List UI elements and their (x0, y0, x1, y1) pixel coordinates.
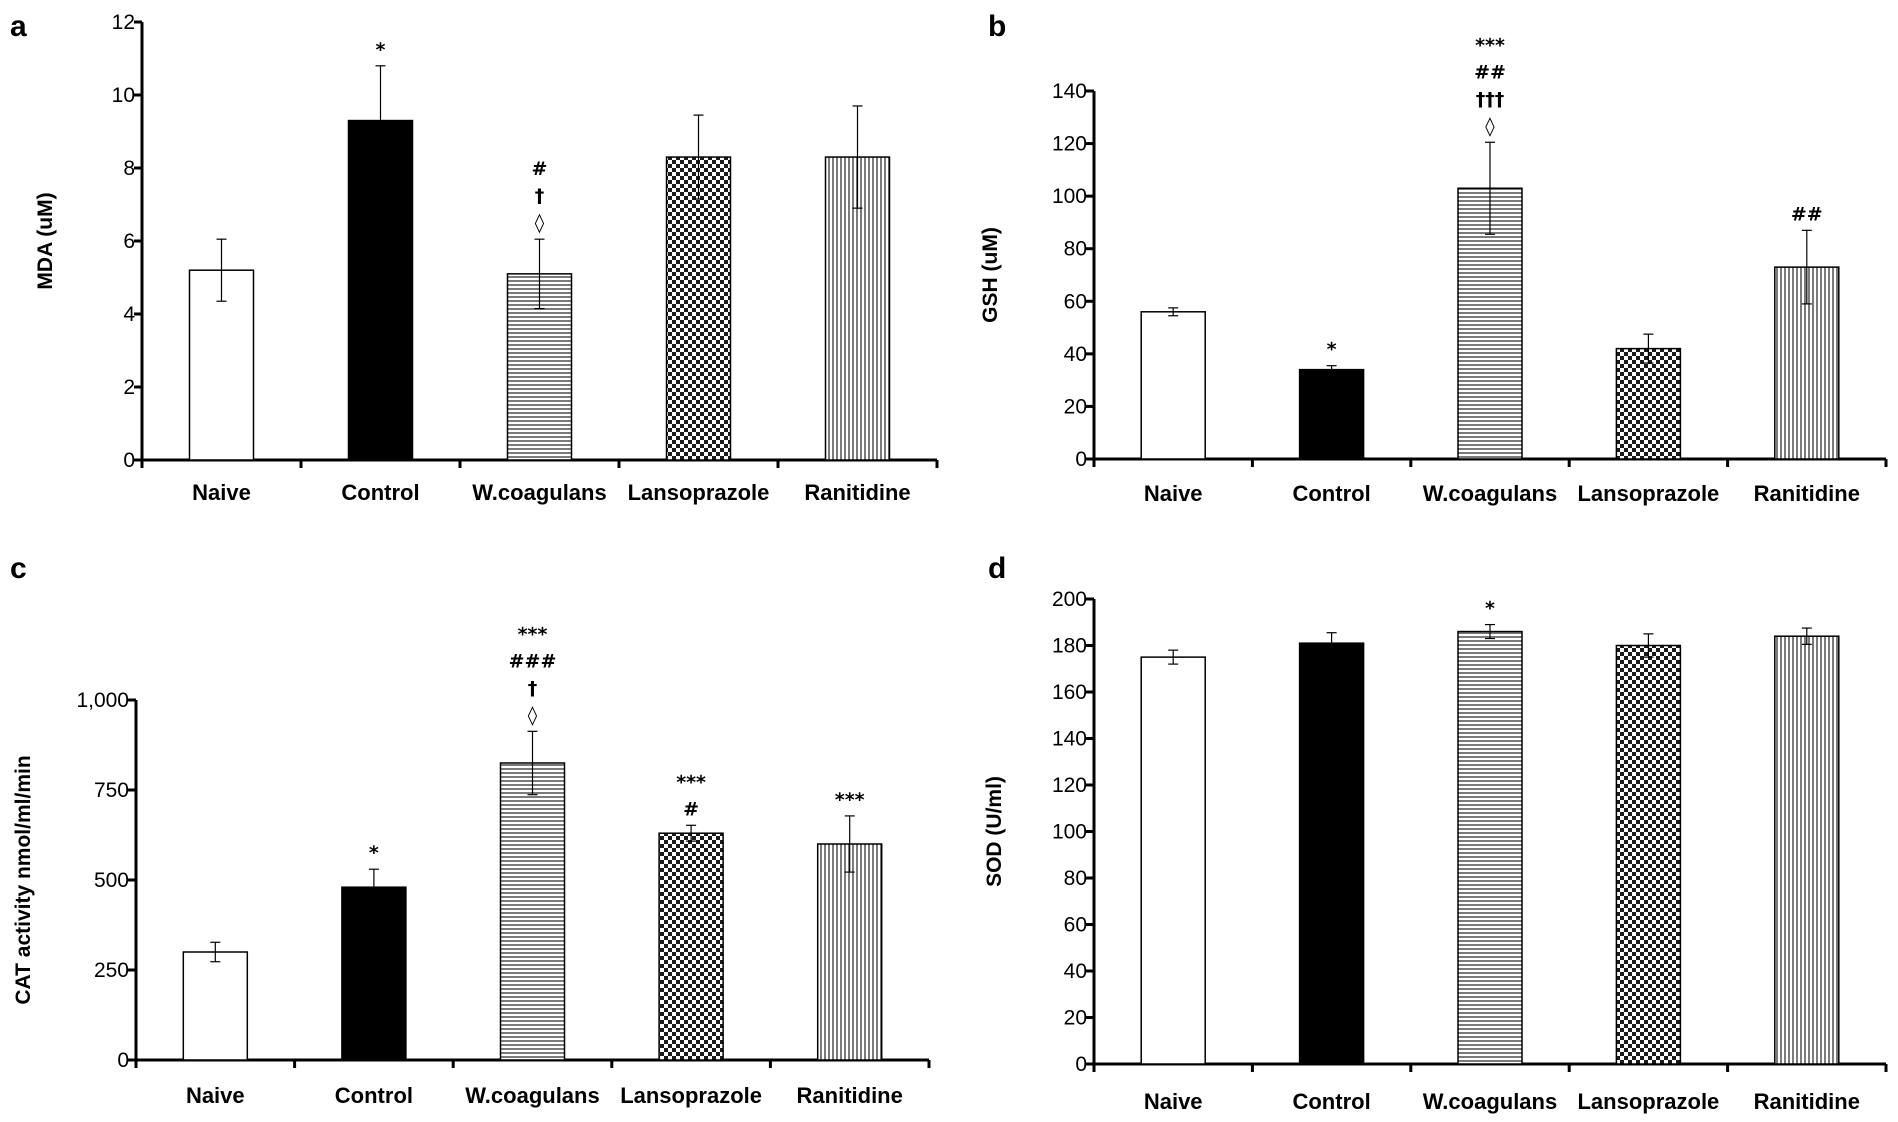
x-category-label: Lansoprazole (1577, 481, 1719, 506)
significance-marker: † (535, 185, 545, 207)
significance-marker: *** (518, 623, 548, 645)
y-tick-label: 250 (94, 959, 129, 982)
significance-marker: ## (1791, 203, 1823, 225)
chart-panel-b: b GSH (uM) 0 20 40 60 80 100 120 140 Naive Control *… (979, 10, 1888, 506)
x-category-label: Naive (1144, 1089, 1203, 1114)
y-tick-label: 140 (1052, 728, 1087, 751)
y-tick-label: 80 (1064, 238, 1087, 261)
bar-lansoprazole (658, 832, 724, 1061)
y-tick-label: 20 (1064, 395, 1087, 418)
panel-letter: c (10, 552, 27, 585)
significance-marker: ◊ (1485, 115, 1495, 137)
y-tick-label: 10 (112, 84, 135, 107)
y-tick-label: 500 (94, 869, 129, 892)
x-category-label: Naive (192, 480, 251, 505)
significance-marker: *** (676, 771, 706, 793)
y-tick-label: 140 (1052, 80, 1087, 103)
y-tick-label: 750 (94, 779, 129, 802)
y-tick-label: 160 (1052, 681, 1087, 704)
significance-marker: ## (1474, 61, 1506, 83)
chart-panel-c: c CAT activity nmol/ml/min 0 250 500 750 1,000… (10, 552, 931, 1108)
x-category-label: W.coagulans (465, 1083, 599, 1108)
significance-marker: * (1327, 339, 1337, 361)
panel-letter: b (988, 10, 1006, 43)
x-category-label: Control (1292, 481, 1370, 506)
x-category-label: W.coagulans (1423, 481, 1557, 506)
bar-control (341, 886, 407, 1061)
bar-ranitidine (816, 843, 883, 1061)
bar-lansoprazole (1615, 644, 1682, 1065)
y-tick-label: 2 (123, 376, 135, 399)
x-category-label: W.coagulans (1423, 1089, 1557, 1114)
x-category-label: Ranitidine (1754, 481, 1860, 506)
significance-marker: ◊ (535, 212, 545, 234)
y-axis-title: MDA (uM) (34, 192, 57, 289)
y-tick-label: 6 (123, 230, 135, 253)
bar-naive (188, 269, 255, 461)
bar-w-coagulans (499, 762, 566, 1061)
significance-marker: ◊ (528, 704, 538, 726)
y-tick-label: 20 (1064, 1007, 1087, 1030)
panel-letter: a (10, 10, 27, 43)
significance-marker: * (376, 39, 386, 61)
bar-naive (1140, 311, 1206, 460)
y-tick-label: 0 (1075, 448, 1087, 471)
x-category-label: Control (335, 1083, 413, 1108)
x-category-label: Control (341, 480, 419, 505)
y-tick-label: 120 (1052, 133, 1087, 156)
x-category-label: Lansoprazole (628, 480, 770, 505)
y-tick-label: 180 (1052, 635, 1087, 658)
x-category-label: Control (1292, 1089, 1370, 1114)
bar-w-coagulans (1457, 630, 1523, 1065)
significance-marker: *** (1475, 34, 1505, 56)
x-category-label: Ranitidine (804, 480, 910, 505)
significance-marker: ††† (1476, 88, 1505, 110)
y-tick-label: 200 (1052, 588, 1087, 611)
y-tick-label: 60 (1064, 290, 1087, 313)
y-tick-label: 120 (1052, 774, 1087, 797)
y-tick-label: 60 (1064, 914, 1087, 937)
y-tick-label: 100 (1052, 821, 1087, 844)
y-tick-label: 0 (123, 449, 135, 472)
bar-lansoprazole (1615, 347, 1682, 460)
x-category-label: Lansoprazole (1577, 1089, 1719, 1114)
y-axis-title: CAT activity nmol/ml/min (12, 755, 35, 1004)
significance-marker: # (683, 798, 699, 820)
x-category-label: Naive (1144, 481, 1203, 506)
y-tick-label: 100 (1052, 185, 1087, 208)
significance-marker: *** (835, 789, 865, 811)
y-axis-title: SOD (U/ml) (983, 776, 1006, 887)
y-tick-label: 0 (1075, 1053, 1087, 1076)
chart-panel-a: a MDA (uM) 0 2 4 6 8 10 12 Naive Control * W.coagula… (10, 10, 939, 505)
x-category-label: Ranitidine (797, 1083, 903, 1108)
bar-naive (1140, 656, 1206, 1065)
significance-marker: * (369, 842, 379, 864)
y-tick-label: 1,000 (76, 689, 129, 712)
bar-lansoprazole (665, 156, 732, 461)
x-category-label: Naive (186, 1083, 245, 1108)
significance-marker: † (528, 677, 538, 699)
y-tick-label: 12 (112, 11, 135, 34)
significance-marker: ### (509, 650, 557, 672)
y-tick-label: 40 (1064, 343, 1087, 366)
bar-w-coagulans (1457, 187, 1523, 460)
bar-control (1298, 368, 1365, 460)
significance-marker: # (532, 158, 548, 180)
significance-marker: * (1485, 598, 1495, 620)
bar-control (1298, 642, 1365, 1065)
y-axis-title: GSH (uM) (979, 227, 1002, 323)
y-tick-label: 4 (123, 303, 135, 326)
x-category-label: Lansoprazole (620, 1083, 762, 1108)
y-tick-label: 8 (123, 157, 135, 180)
x-category-label: Ranitidine (1754, 1089, 1860, 1114)
y-tick-label: 80 (1064, 867, 1087, 890)
bar-ranitidine (1774, 635, 1840, 1065)
x-category-label: W.coagulans (472, 480, 606, 505)
bar-naive (182, 951, 249, 1061)
panel-letter: d (988, 552, 1006, 585)
y-tick-label: 0 (117, 1049, 129, 1072)
y-tick-label: 40 (1064, 960, 1087, 983)
chart-panel-d: d SOD (U/ml) 0 20 40 60 80 100 120 140 160 180 200 Na… (983, 552, 1888, 1114)
